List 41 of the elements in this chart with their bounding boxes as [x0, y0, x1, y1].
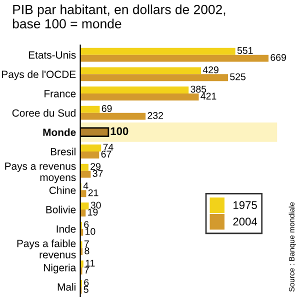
data-label: 6	[84, 221, 89, 228]
y-tick-label: Pays a revenus moyens	[5, 162, 76, 184]
y-tick-label: Etats-Unis	[28, 51, 76, 59]
y-tick-label: Mali	[58, 283, 76, 291]
data-label: 421	[200, 92, 216, 100]
data-label: 551	[237, 47, 253, 54]
data-label: 19	[88, 208, 98, 216]
legend-label: 2004	[233, 218, 258, 226]
data-label: 21	[88, 189, 98, 196]
data-label: 385	[190, 86, 206, 93]
data-label: 232	[148, 112, 163, 119]
y-tick-label: Coree du Sud	[12, 109, 76, 117]
data-label: 5	[84, 286, 88, 293]
data-label: 100	[110, 127, 128, 136]
data-label: 7	[84, 240, 89, 248]
data-label: 74	[103, 144, 114, 151]
data-label: 525	[230, 73, 246, 80]
y-tick-label: Chine	[49, 186, 76, 194]
y-tick-label: Nigeria	[44, 264, 76, 274]
data-label: 30	[90, 202, 101, 209]
legend-label: 1975	[234, 201, 257, 210]
y-tick-label: Inde	[56, 225, 76, 233]
y-tick-label: Bolivie	[46, 206, 76, 214]
y-tick-label: Pays de l'OCDE	[2, 70, 76, 80]
data-label: 7	[84, 266, 89, 274]
data-label: 10	[86, 228, 96, 235]
data-label: 67	[101, 150, 112, 158]
y-tick-label: Monde	[43, 128, 76, 136]
data-label: 6	[84, 279, 89, 286]
chart-title: PIB par habitant, en dollars de 2002, base 100 = monde	[12, 4, 226, 28]
y-tick-label: Pays a faible revenus	[17, 240, 76, 258]
data-label: 4	[83, 182, 88, 190]
data-label: 29	[90, 163, 100, 170]
data-label: 669	[270, 54, 286, 61]
data-label: 37	[92, 170, 103, 177]
data-label: 429	[202, 66, 218, 74]
y-tick-label: Bresil	[50, 148, 76, 156]
data-label: 8	[84, 247, 90, 254]
data-label: 11	[86, 260, 95, 267]
data-label: 69	[102, 105, 112, 112]
y-tick-label: France	[44, 90, 76, 98]
